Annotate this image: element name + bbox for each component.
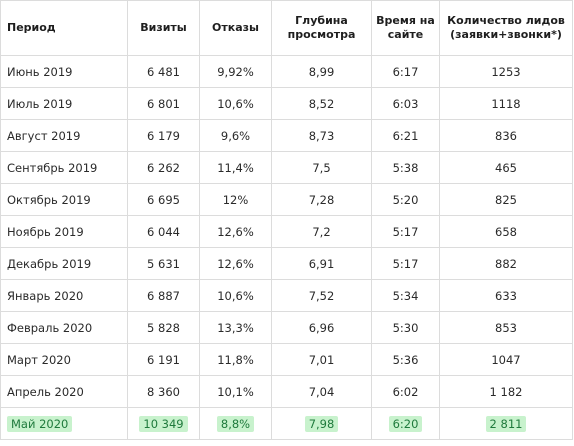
table-row: Декабрь 2019 5 631 12,6% 6,91 5:17 882 bbox=[0, 247, 573, 280]
cell-leads-highlighted: 2 811 bbox=[439, 407, 573, 440]
cell-period: Октябрь 2019 bbox=[0, 183, 128, 216]
cell-time: 5:20 bbox=[371, 183, 440, 216]
table-row: Август 2019 6 179 9,6% 8,73 6:21 836 bbox=[0, 119, 573, 152]
table-row: Март 2020 6 191 11,8% 7,01 5:36 1047 bbox=[0, 343, 573, 376]
cell-depth: 6,91 bbox=[271, 247, 372, 280]
table-row-highlighted: Май 2020 10 349 8,8% 7,98 6:20 2 811 bbox=[0, 407, 573, 440]
cell-time: 6:17 bbox=[371, 55, 440, 88]
cell-bounce: 13,3% bbox=[199, 311, 272, 344]
table-row: Июль 2019 6 801 10,6% 8,52 6:03 1118 bbox=[0, 87, 573, 120]
cell-visits: 8 360 bbox=[127, 375, 200, 408]
table-header-row: Период Визиты Отказы Глубина просмотра В… bbox=[0, 0, 573, 56]
cell-period: Декабрь 2019 bbox=[0, 247, 128, 280]
cell-depth: 8,99 bbox=[271, 55, 372, 88]
cell-period: Сентябрь 2019 bbox=[0, 151, 128, 184]
table-row: Июнь 2019 6 481 9,92% 8,99 6:17 1253 bbox=[0, 55, 573, 88]
cell-time: 5:17 bbox=[371, 215, 440, 248]
cell-period: Апрель 2020 bbox=[0, 375, 128, 408]
cell-depth: 7,28 bbox=[271, 183, 372, 216]
header-leads: Количество лидов (заявки+звонки*) bbox=[439, 0, 573, 56]
highlight-mark: 2 811 bbox=[485, 415, 527, 432]
cell-time: 5:17 bbox=[371, 247, 440, 280]
cell-period: Январь 2020 bbox=[0, 279, 128, 312]
header-period: Период bbox=[0, 0, 128, 56]
table-row: Апрель 2020 8 360 10,1% 7,04 6:02 1 182 bbox=[0, 375, 573, 408]
cell-depth-highlighted: 7,98 bbox=[271, 407, 372, 440]
highlight-mark: Май 2020 bbox=[7, 415, 73, 432]
cell-visits: 6 179 bbox=[127, 119, 200, 152]
highlight-mark: 10 349 bbox=[139, 415, 188, 432]
cell-visits: 5 631 bbox=[127, 247, 200, 280]
cell-time: 5:38 bbox=[371, 151, 440, 184]
cell-leads: 836 bbox=[439, 119, 573, 152]
cell-leads: 825 bbox=[439, 183, 573, 216]
table-row: Январь 2020 6 887 10,6% 7,52 5:34 633 bbox=[0, 279, 573, 312]
cell-period-highlighted: Май 2020 bbox=[0, 407, 128, 440]
cell-visits-highlighted: 10 349 bbox=[127, 407, 200, 440]
cell-visits: 6 262 bbox=[127, 151, 200, 184]
cell-bounce: 10,1% bbox=[199, 375, 272, 408]
cell-bounce-highlighted: 8,8% bbox=[199, 407, 272, 440]
cell-time: 5:36 bbox=[371, 343, 440, 376]
cell-visits: 6 044 bbox=[127, 215, 200, 248]
cell-leads: 1047 bbox=[439, 343, 573, 376]
cell-bounce: 11,4% bbox=[199, 151, 272, 184]
header-visits: Визиты bbox=[127, 0, 200, 56]
table-row: Сентябрь 2019 6 262 11,4% 7,5 5:38 465 bbox=[0, 151, 573, 184]
cell-bounce: 11,8% bbox=[199, 343, 272, 376]
cell-visits: 6 191 bbox=[127, 343, 200, 376]
cell-leads: 465 bbox=[439, 151, 573, 184]
cell-depth: 7,5 bbox=[271, 151, 372, 184]
cell-time-highlighted: 6:20 bbox=[371, 407, 440, 440]
cell-leads: 853 bbox=[439, 311, 573, 344]
table-row: Ноябрь 2019 6 044 12,6% 7,2 5:17 658 bbox=[0, 215, 573, 248]
cell-depth: 7,52 bbox=[271, 279, 372, 312]
cell-visits: 6 801 bbox=[127, 87, 200, 120]
cell-depth: 8,73 bbox=[271, 119, 372, 152]
cell-depth: 7,2 bbox=[271, 215, 372, 248]
cell-time: 5:30 bbox=[371, 311, 440, 344]
cell-period: Март 2020 bbox=[0, 343, 128, 376]
cell-bounce: 12,6% bbox=[199, 247, 272, 280]
cell-bounce: 12,6% bbox=[199, 215, 272, 248]
cell-time: 6:02 bbox=[371, 375, 440, 408]
cell-leads: 1 182 bbox=[439, 375, 573, 408]
header-depth: Глубина просмотра bbox=[271, 0, 372, 56]
cell-visits: 6 887 bbox=[127, 279, 200, 312]
header-bounce: Отказы bbox=[199, 0, 272, 56]
cell-time: 5:34 bbox=[371, 279, 440, 312]
cell-period: Июль 2019 bbox=[0, 87, 128, 120]
cell-time: 6:21 bbox=[371, 119, 440, 152]
cell-bounce: 9,92% bbox=[199, 55, 272, 88]
cell-leads: 882 bbox=[439, 247, 573, 280]
highlight-mark: 7,98 bbox=[304, 415, 339, 432]
cell-period: Ноябрь 2019 bbox=[0, 215, 128, 248]
cell-bounce: 10,6% bbox=[199, 87, 272, 120]
cell-time: 6:03 bbox=[371, 87, 440, 120]
cell-visits: 6 695 bbox=[127, 183, 200, 216]
cell-visits: 6 481 bbox=[127, 55, 200, 88]
highlight-mark: 8,8% bbox=[216, 415, 255, 432]
cell-bounce: 12% bbox=[199, 183, 272, 216]
cell-leads: 658 bbox=[439, 215, 573, 248]
table-row: Февраль 2020 5 828 13,3% 6,96 5:30 853 bbox=[0, 311, 573, 344]
cell-depth: 6,96 bbox=[271, 311, 372, 344]
cell-period: Август 2019 bbox=[0, 119, 128, 152]
cell-period: Февраль 2020 bbox=[0, 311, 128, 344]
cell-leads: 633 bbox=[439, 279, 573, 312]
cell-bounce: 9,6% bbox=[199, 119, 272, 152]
cell-visits: 5 828 bbox=[127, 311, 200, 344]
cell-depth: 7,01 bbox=[271, 343, 372, 376]
cell-depth: 7,04 bbox=[271, 375, 372, 408]
table-row: Октябрь 2019 6 695 12% 7,28 5:20 825 bbox=[0, 183, 573, 216]
cell-leads: 1253 bbox=[439, 55, 573, 88]
header-time: Время на сайте bbox=[371, 0, 440, 56]
cell-bounce: 10,6% bbox=[199, 279, 272, 312]
cell-depth: 8,52 bbox=[271, 87, 372, 120]
highlight-mark: 6:20 bbox=[388, 415, 423, 432]
cell-leads: 1118 bbox=[439, 87, 573, 120]
cell-period: Июнь 2019 bbox=[0, 55, 128, 88]
